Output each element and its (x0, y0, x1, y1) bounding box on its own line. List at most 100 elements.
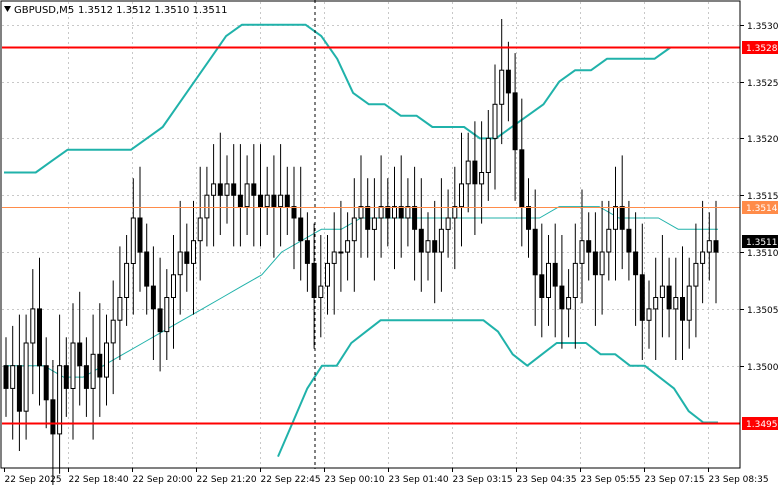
bullish-candle (244, 183, 250, 208)
y-tick-label: 1.3505 (747, 306, 779, 316)
bullish-candle (546, 262, 551, 298)
plot-frame (0, 0, 741, 469)
bullish-candle (358, 206, 364, 219)
x-tick-label: 22 Sep 2025 (5, 475, 62, 485)
triangle-down-icon[interactable] (4, 6, 11, 12)
bearish-candle (304, 240, 310, 264)
bullish-candle (479, 172, 485, 185)
bullish-candle (191, 240, 196, 264)
bearish-candle (592, 251, 598, 276)
bullish-candle (579, 240, 585, 264)
bullish-candle (566, 297, 572, 310)
x-tick-label: 23 Sep 08:35 (709, 475, 769, 485)
bullish-candle (90, 353, 96, 389)
bearish-candle (365, 206, 371, 230)
bullish-candle (345, 240, 351, 253)
bullish-candle (425, 240, 431, 253)
ohlc-label: 1.3512 1.3512 1.3510 1.3511 (78, 5, 228, 16)
bearish-candle (639, 274, 645, 321)
bullish-candle (278, 194, 284, 208)
bearish-candle (50, 399, 56, 435)
bullish-candle (572, 262, 578, 298)
x-tick-label: 23 Sep 01:40 (389, 475, 449, 485)
bearish-candle (43, 365, 49, 401)
bearish-candle (398, 206, 404, 219)
bearish-candle (157, 308, 163, 333)
bullish-candle (465, 160, 471, 185)
y-tick-label: 1.3510 (747, 249, 779, 259)
y-tick-label: 1.3520 (747, 135, 779, 145)
bullish-candle (673, 297, 679, 310)
bearish-candle (432, 240, 438, 253)
bullish-candle (164, 297, 170, 333)
bearish-candle (311, 262, 317, 298)
bullish-candle (204, 194, 210, 219)
y-tick-label: 1.3515 (747, 192, 779, 202)
bullish-candle (606, 228, 612, 253)
bearish-candle (713, 240, 719, 253)
x-tick-label: 22 Sep 22:45 (261, 475, 321, 485)
time-axis[interactable]: 22 Sep 2025 22 Sep 18:40 22 Sep 20:00 22 Se… (4, 468, 769, 485)
bearish-candle (231, 183, 237, 196)
bullish-candle (110, 319, 116, 344)
bearish-candle (680, 297, 685, 321)
symbol-label: GBPUSD,M5 (14, 5, 74, 16)
bullish-candle (30, 308, 36, 344)
bearish-candle (539, 274, 545, 298)
bollinger-upper-line (4, 23, 718, 174)
bullish-candle (10, 365, 16, 389)
bullish-candle (124, 262, 130, 298)
bullish-candle (264, 194, 270, 208)
x-tick-label: 23 Sep 04:35 (517, 475, 577, 485)
bullish-candle (57, 365, 63, 435)
current-price-price-tag (742, 235, 778, 248)
bullish-candle (492, 103, 498, 139)
candle-layer (3, 19, 719, 485)
bearish-candle (271, 194, 277, 208)
bullish-candle (378, 206, 384, 219)
bullish-candle (197, 217, 203, 242)
bearish-candle (633, 251, 639, 276)
bearish-candle (412, 206, 418, 230)
bullish-candle (485, 137, 491, 173)
bearish-candle (418, 228, 424, 253)
bearish-candle (83, 365, 89, 389)
x-tick-label: 23 Sep 05:55 (581, 475, 641, 485)
bullish-candle (653, 297, 659, 310)
bearish-candle (237, 194, 243, 208)
bearish-candle (298, 217, 304, 242)
bullish-candle (438, 228, 444, 253)
bullish-candle (211, 183, 217, 196)
bullish-candle (104, 342, 109, 378)
bullish-candle (706, 240, 712, 253)
y-tick-label: 1.3530 (747, 22, 779, 32)
bullish-candle (499, 69, 505, 105)
bearish-candle (385, 206, 391, 219)
bearish-candle (512, 92, 518, 151)
bullish-candle (599, 251, 605, 276)
bearish-candle (37, 308, 42, 367)
bullish-candle (686, 285, 692, 321)
bearish-candle (16, 365, 22, 412)
bearish-candle (532, 228, 538, 276)
bullish-candle (130, 217, 136, 264)
level-layer[interactable]: 1.3528 1.3514 1.3511 1.3495 (2, 41, 778, 430)
bearish-candle (526, 206, 531, 230)
bollinger-lower-line (277, 319, 718, 457)
price-axis[interactable]: 1.3530 1.3525 1.3520 1.3515 1.3510 1.3505 1.35… (740, 22, 779, 373)
bearish-candle (217, 183, 223, 196)
current-price-price-label: 1.3511 (746, 238, 778, 248)
bullish-candle (351, 217, 357, 242)
bullish-candle (452, 206, 458, 219)
bullish-candle (613, 206, 618, 230)
bearish-candle (184, 251, 190, 264)
bullish-candle (338, 251, 344, 254)
y-tick-label: 1.3500 (747, 363, 779, 373)
bearish-candle (144, 251, 150, 287)
y-tick-label: 1.3525 (747, 79, 779, 89)
bearish-candle (552, 262, 558, 287)
bullish-candle (459, 183, 464, 208)
